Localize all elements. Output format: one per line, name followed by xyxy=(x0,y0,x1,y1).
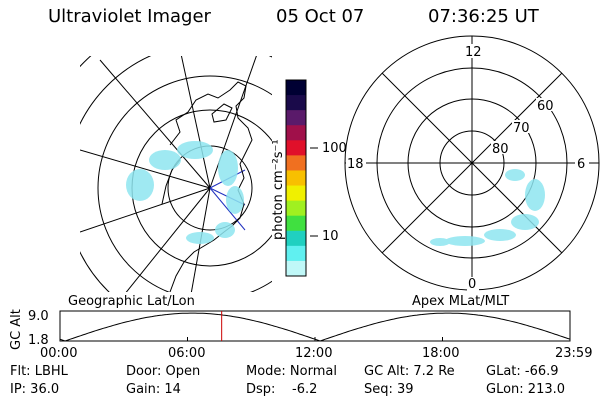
xtick-1800: 18:00 xyxy=(422,346,459,361)
geographic-map-label: Geographic Lat/Lon xyxy=(68,294,195,309)
color-bar xyxy=(285,79,307,277)
colorbar-frame xyxy=(285,79,307,277)
colorbar-segment xyxy=(286,170,306,187)
xtick-0000: 00:00 xyxy=(40,346,77,361)
door-info: Door: Open xyxy=(126,364,201,379)
colorbar-segment xyxy=(286,230,306,247)
alt-ymin: 1.8 xyxy=(28,333,49,348)
mlt-label-12: 12 xyxy=(465,45,482,60)
colorbar-segment xyxy=(286,125,306,141)
colorbar-segment xyxy=(286,80,306,96)
alt-ymax: 9.0 xyxy=(28,309,49,324)
mlt-label-0: 0 xyxy=(468,277,476,292)
colorbar-segment xyxy=(286,215,306,232)
mode-info: Mode: Normal xyxy=(246,364,337,379)
gc-alt-info: GC Alt: 7.2 Re xyxy=(364,364,455,379)
apex-map-label: Apex MLat/MLT xyxy=(412,294,509,309)
colorbar-segment xyxy=(286,155,306,171)
colorbar-segment xyxy=(286,185,306,202)
colorbar-tick-10: 10 xyxy=(322,229,339,244)
aurora-emission-right xyxy=(430,169,545,246)
colorbar-unit-label: photon cm⁻²s⁻¹ xyxy=(271,139,286,240)
magnetic-polar-map xyxy=(344,35,600,291)
alt-axis-label: GC Alt xyxy=(9,309,24,350)
gain-info: Gain: 14 xyxy=(126,382,181,397)
colorbar-segment xyxy=(286,110,306,126)
colorbar-segment xyxy=(286,95,306,111)
xtick-2359: 23:59 xyxy=(555,346,592,361)
mlat-label-80: 80 xyxy=(492,142,509,157)
colorbar-segment xyxy=(286,200,306,217)
seq-info: Seq: 39 xyxy=(364,382,414,397)
geographic-map xyxy=(80,56,272,292)
colorbar-segment xyxy=(286,140,306,156)
colorbar-segment xyxy=(286,260,306,277)
filter-info: Flt: LBHL xyxy=(10,364,68,379)
xtick-1200: 12:00 xyxy=(295,346,332,361)
colorbar-segment xyxy=(286,245,306,262)
mlat-label-70: 70 xyxy=(513,121,530,136)
time-label: 07:36:25 UT xyxy=(428,6,539,27)
glat-info: GLat: -66.9 xyxy=(486,364,559,379)
colorbar-tick-100: 100 xyxy=(322,141,347,156)
xtick-0600: 06:00 xyxy=(168,346,205,361)
dsp-label: Dsp: xyxy=(246,382,276,397)
dsp-value: -6.2 xyxy=(292,382,318,397)
aurora-emission-left xyxy=(126,141,244,244)
mlt-label-6: 6 xyxy=(577,157,585,172)
mlt-label-18: 18 xyxy=(347,157,364,172)
date-label: 05 Oct 07 xyxy=(276,6,365,27)
instrument-title: Ultraviolet Imager xyxy=(48,6,211,27)
altitude-plot xyxy=(59,310,571,342)
glon-info: GLon: 213.0 xyxy=(486,382,566,397)
mlat-label-60: 60 xyxy=(537,99,554,114)
ip-info: IP: 36.0 xyxy=(10,382,60,397)
